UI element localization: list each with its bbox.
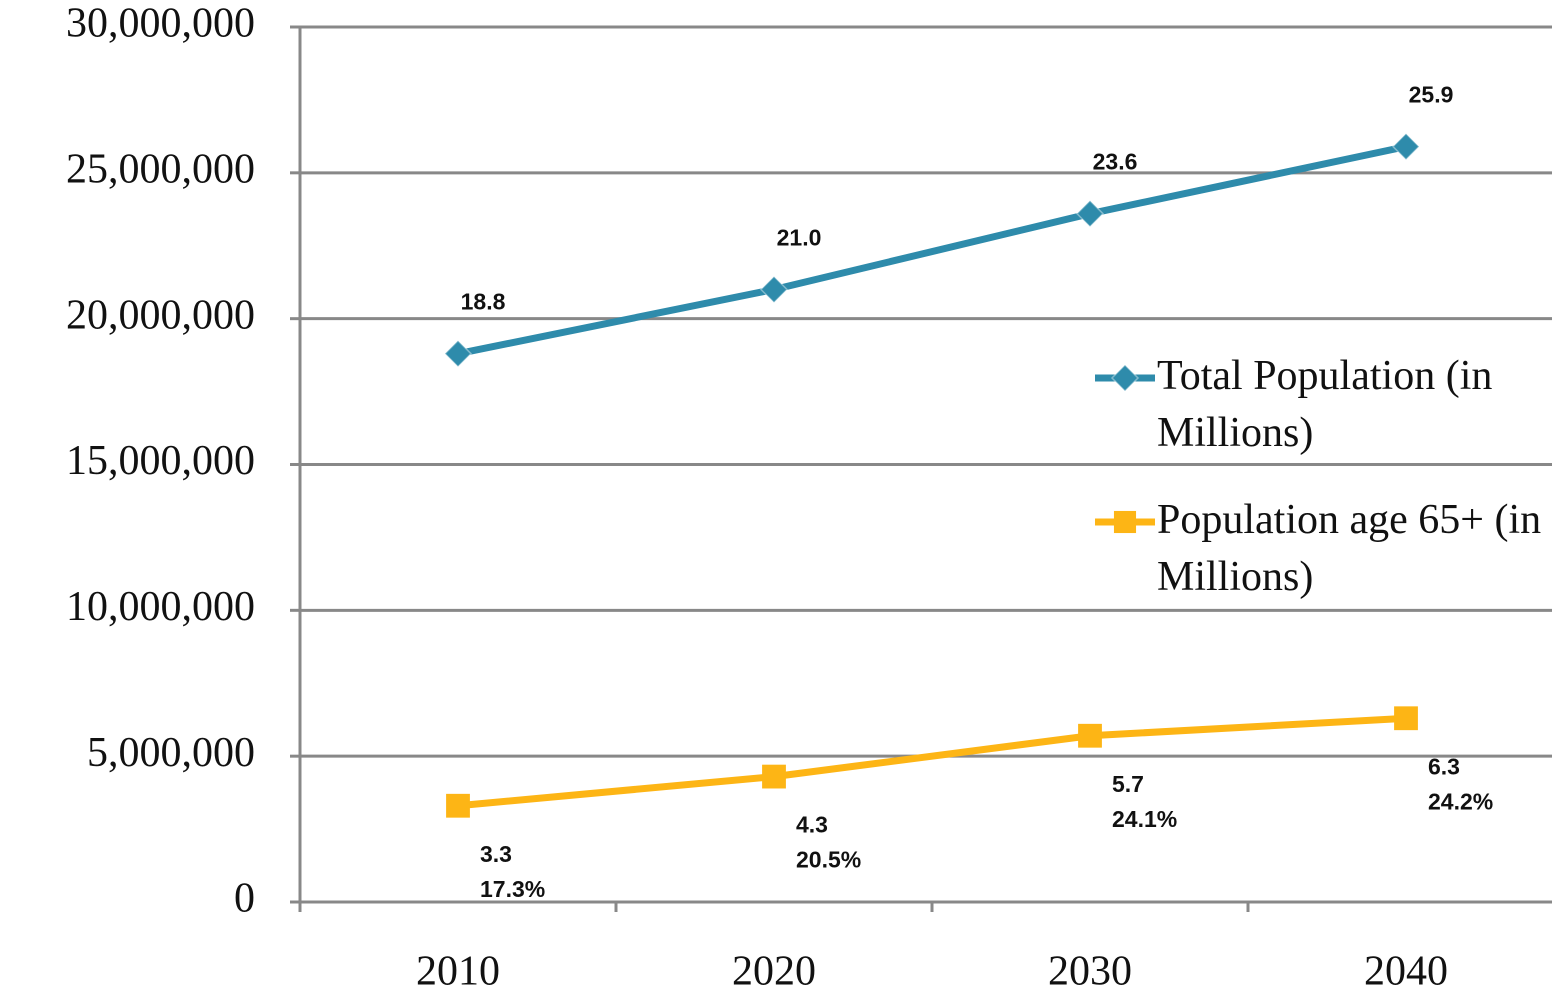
data-label: 23.6 [1093, 149, 1138, 175]
data-label: 4.3 [796, 812, 828, 838]
x-tick-label: 2030 [1048, 949, 1132, 995]
y-tick-label: 5,000,000 [87, 730, 255, 776]
data-point [1394, 706, 1418, 731]
data-label: 18.8 [461, 289, 506, 315]
y-tick-label: 10,000,000 [66, 584, 255, 630]
y-tick-label: 15,000,000 [66, 438, 255, 484]
y-tick-label: 30,000,000 [66, 1, 255, 47]
legend-entry: Total Population (in Millions) [1157, 353, 1493, 456]
data-label: 21.0 [777, 225, 822, 251]
legend-entry: Population age 65+ (in Millions) [1157, 497, 1542, 600]
data-point [1078, 723, 1102, 748]
data-point [1075, 199, 1105, 228]
series-line [457, 714, 1407, 810]
x-tick-label: 2020 [732, 949, 816, 995]
data-point [1391, 132, 1421, 161]
data-label: 20.5% [796, 847, 861, 873]
data-point [446, 793, 470, 818]
x-tick-label: 2010 [416, 949, 500, 995]
data-label: 24.2% [1428, 788, 1493, 814]
y-tick-label: 20,000,000 [66, 292, 255, 338]
data-label: 3.3 [480, 841, 512, 867]
data-label: 17.3% [480, 876, 545, 902]
data-point [759, 275, 789, 304]
legend-marker [1110, 363, 1140, 393]
data-label: 6.3 [1428, 753, 1460, 779]
data-label: 24.1% [1112, 806, 1177, 832]
y-tick-label: 0 [234, 876, 255, 922]
data-label: 5.7 [1112, 771, 1144, 797]
legend-marker [1113, 510, 1137, 534]
series-line [457, 143, 1407, 358]
x-tick-label: 2040 [1364, 949, 1448, 995]
data-point [762, 764, 786, 789]
y-tick-label: 25,000,000 [66, 146, 255, 192]
data-label: 25.9 [1409, 82, 1454, 108]
data-point [443, 339, 473, 368]
